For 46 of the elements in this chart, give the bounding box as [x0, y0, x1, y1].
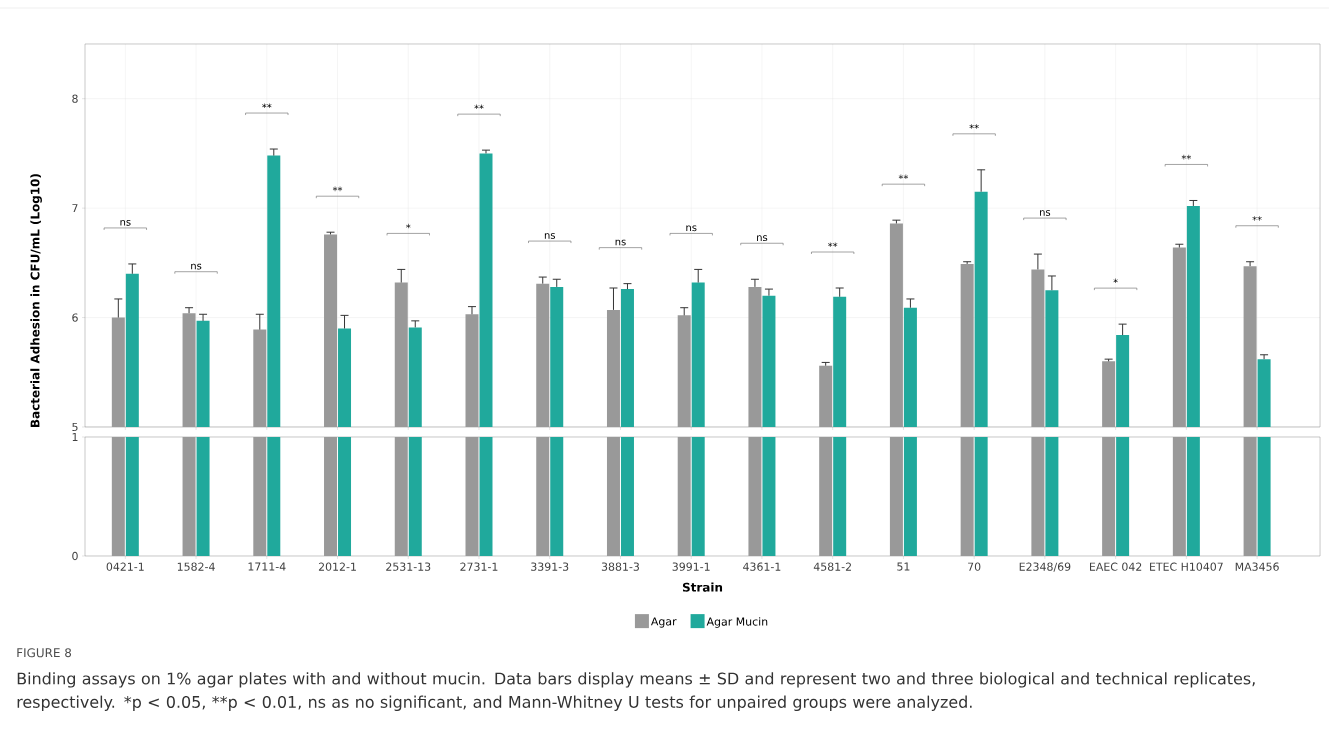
annotation: ns — [757, 235, 768, 242]
x-tick-label: 0421-1 — [106, 562, 144, 571]
annotation: ** — [474, 104, 484, 110]
y-tick-label: 1 — [72, 433, 78, 441]
annotation: ** — [262, 103, 272, 108]
annotation: ** — [332, 186, 343, 192]
annotation: ** — [1252, 216, 1262, 221]
annotation: ns — [191, 263, 202, 270]
x-tick-label: 51 — [897, 562, 910, 571]
y-tick-label: 5 — [72, 422, 78, 432]
y-tick-label: 0 — [72, 551, 78, 561]
x-tick-label: 1582-4 — [177, 562, 215, 571]
x-axis-title: Strain — [682, 582, 723, 592]
y-tick-label: 6 — [72, 313, 78, 322]
annotation: ** — [969, 124, 979, 129]
annotation: ns — [686, 225, 697, 232]
x-tick-label: 70 — [968, 562, 981, 571]
text: FIGURE 8 — [17, 648, 72, 658]
x-tick-label: 2531-13 — [386, 562, 431, 571]
annotation: ns — [1040, 210, 1051, 216]
x-tick-label: 1711-4 — [248, 562, 286, 571]
annotation: * — [1113, 278, 1118, 284]
y-axis-title: Bacterial Adhesion in CFU/mL (Log10) — [30, 174, 42, 427]
y-tick-label: 7 — [72, 204, 78, 213]
annotation: ** — [898, 174, 909, 180]
legend-label: Agar Mucin — [706, 617, 768, 628]
x-tick-label: 2731-1 — [460, 562, 498, 571]
annotation: ns — [120, 220, 131, 226]
annotation: ** — [1181, 154, 1192, 160]
text: Binding assays on 1% agar plates with and without mucin. Data bars display means ± SD and represent two and three biological and technical replicates, respectively. *p < 0.05, **p < 0.01, ns as no significant, and Mann-Whitney U tests for unpaired groups were analyzed. — [17, 672, 1255, 712]
x-tick-label: 4361-1 — [743, 562, 781, 571]
x-tick-label: MA3456 — [1235, 562, 1279, 571]
x-tick-label: 3991-1 — [672, 562, 710, 571]
x-tick-label: 3881-3 — [601, 562, 639, 571]
x-tick-label: E2348/69 — [1019, 562, 1071, 572]
x-tick-label: 3391-3 — [531, 562, 569, 571]
x-tick-label: 4581-2 — [813, 562, 851, 571]
y-tick-label: 8 — [72, 94, 78, 103]
x-tick-label: 2012-1 — [318, 562, 356, 571]
annotation: ** — [828, 242, 838, 247]
annotation: ns — [544, 233, 555, 239]
legend-label: Agar — [650, 617, 677, 628]
x-tick-label: ETEC H10407 — [1150, 562, 1223, 571]
annotation: ns — [615, 239, 626, 246]
x-tick-label: EAEC 042 — [1090, 562, 1142, 571]
annotation: * — [406, 223, 411, 229]
